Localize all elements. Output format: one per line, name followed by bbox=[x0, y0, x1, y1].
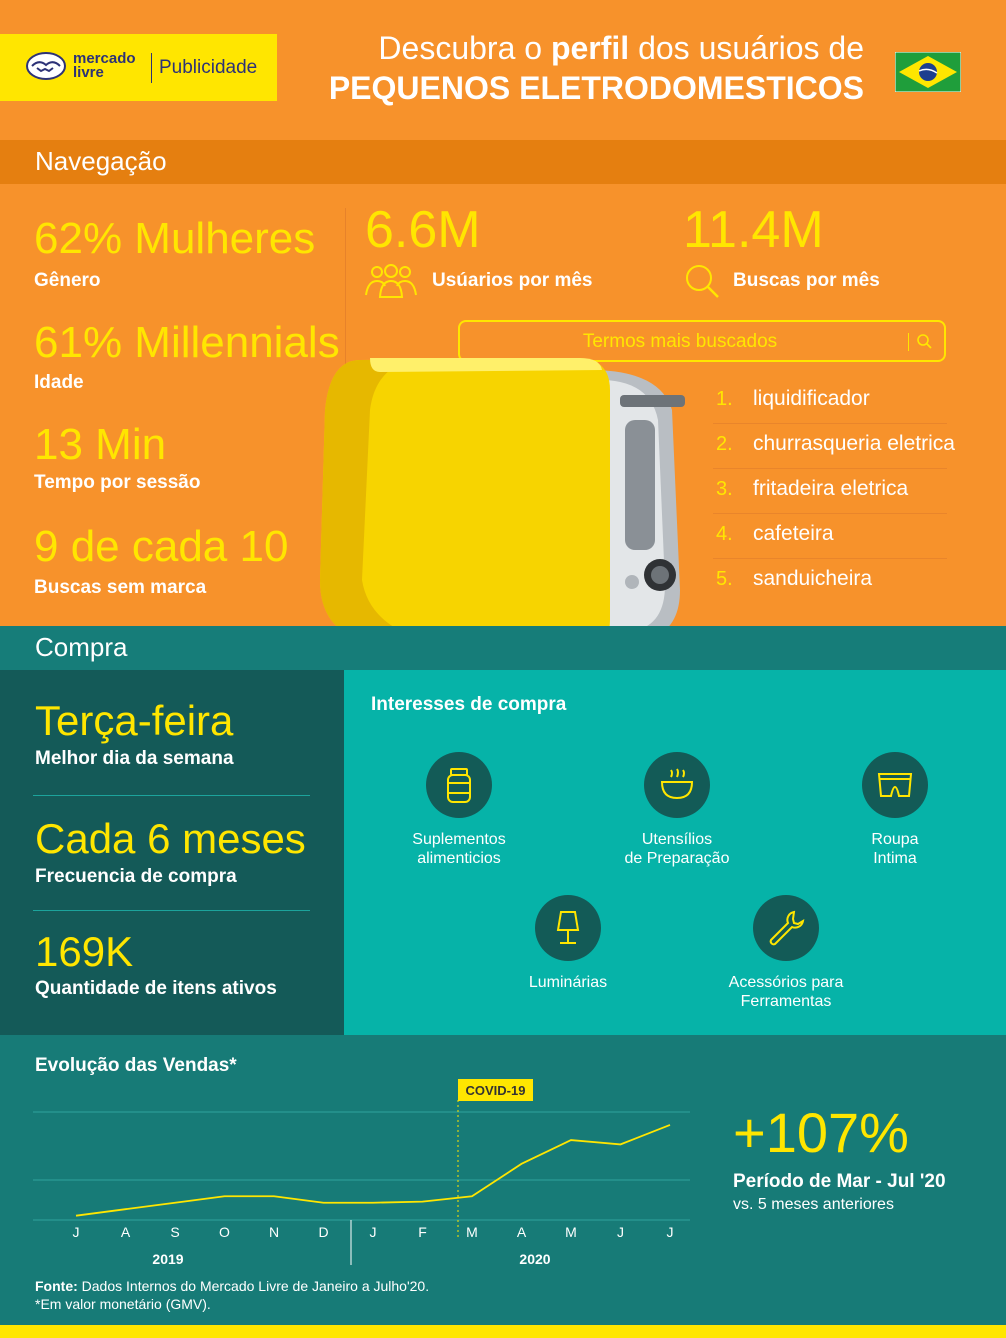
interests-panel bbox=[344, 670, 1006, 1035]
source-note: Fonte: Dados Internos do Mercado Livre d… bbox=[35, 1278, 430, 1312]
wrench-icon bbox=[769, 910, 805, 946]
best-day-label: Melhor dia da semana bbox=[35, 748, 234, 769]
interest-lamps-label: Luminárias bbox=[528, 974, 608, 991]
page-title-line1: Descubra o perfil dos usuários de bbox=[378, 30, 864, 66]
lamp-icon bbox=[556, 911, 580, 944]
supplement-jar-icon bbox=[447, 768, 471, 803]
x-tick-label: N bbox=[269, 1224, 279, 1240]
x-tick-label: J bbox=[617, 1224, 624, 1240]
list-item[interactable]: 3. fritadeira eletrica bbox=[713, 468, 947, 514]
interest-underwear[interactable] bbox=[862, 752, 928, 818]
unbranded-stat-label: Buscas sem marca bbox=[34, 577, 207, 598]
interest-tools-label: Acessórios para Ferramentas bbox=[728, 974, 844, 1010]
list-item[interactable]: 1. liquidificador bbox=[713, 378, 947, 424]
x-tick-label: A bbox=[517, 1224, 527, 1240]
compra-section-bar: Compra bbox=[0, 626, 1006, 670]
session-stat-label: Tempo por sessão bbox=[34, 472, 201, 493]
mercado-livre-logo-icon bbox=[26, 52, 66, 80]
logo-text: mercado livre bbox=[73, 50, 136, 81]
x-tick-label: D bbox=[318, 1224, 328, 1240]
list-item[interactable]: 4. cafeteira bbox=[713, 513, 947, 559]
sales-chart-title: Evolução das Vendas* bbox=[35, 1055, 237, 1076]
list-item[interactable]: 5. sanduicheira bbox=[716, 567, 873, 590]
x-tick-label: J bbox=[370, 1224, 377, 1240]
logo-subtitle: Publicidade bbox=[159, 57, 258, 78]
age-stat-label: Idade bbox=[34, 372, 84, 393]
frequency-value: Cada 6 meses bbox=[35, 815, 306, 862]
growth-comparison-label: vs. 5 meses anteriores bbox=[733, 1196, 894, 1213]
year-label: 2020 bbox=[519, 1251, 550, 1267]
gender-stat-value: 62% Mulheres bbox=[34, 214, 316, 263]
interests-title: Interesses de compra bbox=[371, 694, 567, 715]
interest-supplements-label: Suplementos alimenticios bbox=[412, 831, 506, 867]
toaster-illustration bbox=[320, 358, 685, 654]
x-tick-label: S bbox=[170, 1224, 179, 1240]
logo-divider bbox=[151, 53, 152, 83]
sales-line-chart: COVID-19 J A S O N D J F M A M J J 2019 2020 bbox=[33, 1079, 690, 1267]
x-tick-label: J bbox=[73, 1224, 80, 1240]
x-tick-label: O bbox=[219, 1224, 230, 1240]
divider bbox=[33, 795, 310, 796]
search-terms-box[interactable]: Termos mais buscados bbox=[458, 320, 946, 362]
searches-stat-value: 11.4M bbox=[683, 201, 824, 259]
bottom-stripe bbox=[0, 1325, 1006, 1338]
covid-label: COVID-19 bbox=[466, 1083, 526, 1098]
frequency-label: Frecuencia de compra bbox=[35, 866, 237, 887]
interest-underwear-label: Roupa Intima bbox=[871, 831, 919, 867]
x-tick-label: J bbox=[667, 1224, 674, 1240]
brazil-flag-icon bbox=[895, 52, 961, 92]
list-item[interactable]: 2. churrasqueria eletrica bbox=[713, 423, 955, 469]
users-icon bbox=[365, 264, 417, 298]
x-tick-label: F bbox=[418, 1224, 427, 1240]
vertical-divider bbox=[345, 208, 346, 518]
users-stat-label: Usúarios por mês bbox=[432, 270, 593, 291]
active-items-label: Quantidade de itens ativos bbox=[35, 978, 277, 999]
gender-stat-label: Gênero bbox=[34, 270, 101, 291]
interest-lamps[interactable] bbox=[535, 895, 601, 961]
divider bbox=[33, 910, 310, 911]
users-stat-value: 6.6M bbox=[365, 201, 481, 259]
underwear-icon bbox=[877, 773, 913, 797]
interest-utensils-label: Utensílios de Preparação bbox=[624, 831, 730, 867]
interest-utensils[interactable] bbox=[644, 752, 710, 818]
searches-stat-label: Buscas por mês bbox=[733, 270, 880, 291]
bowl-icon bbox=[660, 768, 694, 800]
active-items-value: 169K bbox=[35, 928, 134, 975]
x-tick-label: M bbox=[466, 1224, 478, 1240]
navegacao-section-bar: Navegação bbox=[0, 140, 1006, 184]
x-tick-label: A bbox=[121, 1224, 131, 1240]
x-tick-label: M bbox=[565, 1224, 577, 1240]
interest-supplements[interactable] bbox=[426, 752, 492, 818]
growth-period-label: Período de Mar - Jul '20 bbox=[733, 1171, 946, 1192]
unbranded-stat-value: 9 de cada 10 bbox=[34, 522, 289, 571]
sales-series-line bbox=[75, 1124, 671, 1217]
page-title-line2: PEQUENOS ELETRODOMESTICOS bbox=[328, 70, 864, 106]
search-icon[interactable] bbox=[916, 333, 932, 349]
session-stat-value: 13 Min bbox=[34, 420, 167, 469]
best-day-value: Terça-feira bbox=[35, 697, 234, 744]
compra-stats-panel bbox=[0, 670, 344, 1035]
year-label: 2019 bbox=[152, 1251, 183, 1267]
covid-label-box bbox=[458, 1079, 533, 1101]
age-stat-value: 61% Millennials bbox=[34, 318, 340, 367]
search-terms-label: Termos mais buscados bbox=[582, 331, 778, 352]
search-box-divider bbox=[908, 333, 909, 351]
interest-tools[interactable] bbox=[753, 895, 819, 961]
growth-percentage: +107% bbox=[733, 1101, 909, 1164]
search-icon bbox=[686, 265, 719, 298]
